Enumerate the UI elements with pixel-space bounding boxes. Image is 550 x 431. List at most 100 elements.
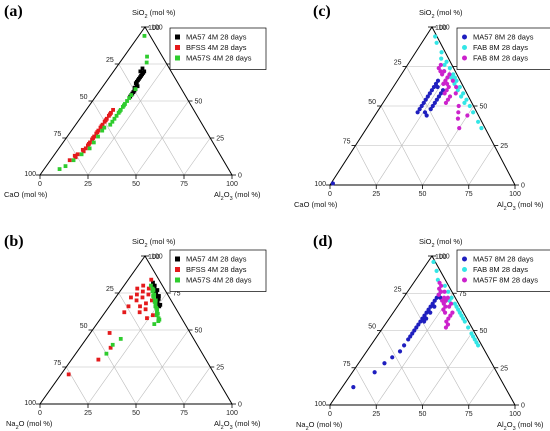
data-point [446,84,451,90]
data-point [418,319,423,324]
tick-label: 25 [84,410,92,417]
data-point [445,75,450,80]
data-point [66,372,71,377]
data-point [72,153,77,158]
axis-label-left: Na2O (mol %) [6,419,53,431]
data-point [476,343,481,348]
axis-label-right-part: (mol %) [516,420,544,429]
data-point [135,292,139,297]
data-point [156,294,161,298]
gridline [118,292,185,405]
data-point [107,331,112,335]
data-point [390,355,395,360]
data-point [436,292,441,297]
axis-label-right-part: (mol %) [233,419,261,428]
data-point [434,40,439,45]
data-point [91,140,96,145]
data-point [424,113,429,118]
gridline [406,293,470,406]
data-point [444,59,449,64]
data-point [417,107,422,112]
data-point [63,164,68,169]
data-point [476,119,481,124]
axis-label-left-part: 2 [16,425,19,431]
gridline [355,367,377,406]
series-0 [330,78,446,186]
data-point [141,283,146,288]
data-point [445,322,451,327]
tick-label: 50 [368,324,376,331]
tick-label: 25 [216,365,224,372]
legend-swatch [462,267,467,272]
data-point [144,60,149,65]
axis-label-top-part: (mol %) [435,237,463,246]
data-point [443,100,449,105]
legend-swatch [175,45,180,50]
axis-label-right-part: O [507,200,513,209]
tick-label: 75 [53,360,61,367]
data-point [80,147,85,152]
data-point [330,181,335,186]
data-point [67,158,72,163]
axis-label-left-part: CaO (mol %) [4,190,48,199]
tick-label: 50 [480,104,488,111]
data-point [158,302,163,307]
data-point [57,167,62,171]
panel-d: (d)10007525255050502575750100100100SiO2 … [296,233,550,431]
data-point [450,78,455,83]
data-point [154,305,159,310]
axis-label-right-part: O [224,190,230,199]
axis-label-left-part: O (mol %) [19,419,53,428]
tick-label: 75 [180,181,188,188]
tick-label: 25 [106,286,114,293]
legend-swatch [462,45,467,50]
axis-label-right-part: O [507,420,513,429]
data-point [425,94,430,99]
data-point [427,91,432,96]
data-point [155,288,160,292]
data-point [443,304,448,309]
tick-label: 100 [151,254,163,261]
data-point [412,328,417,333]
data-point [449,295,454,300]
panel-label: (c) [313,3,331,20]
tick-label: 100 [24,400,36,407]
data-point [439,283,444,288]
axis-label-top-part: SiO [419,8,432,17]
axis-label-right-part: 2 [504,426,507,431]
legend-swatch [175,256,180,262]
data-point [108,112,112,117]
data-point [433,81,439,86]
tick-label: 25 [216,136,224,143]
data-point [134,82,139,87]
data-point [447,94,453,99]
data-point [442,289,447,294]
axis-label-top-part: 2 [145,14,148,20]
data-point [432,298,437,303]
legend-entry: MA57S 4M 28 days [186,276,252,285]
data-point [156,297,161,301]
legend-entry: MA57 8M 28 days [473,33,534,42]
gridline [468,145,495,186]
data-point [111,107,115,112]
data-point [455,88,460,93]
data-point [443,78,448,83]
tick-label: 50 [195,99,203,106]
data-point [464,97,469,102]
data-point [406,337,411,342]
data-point [422,110,428,115]
data-point [445,97,451,102]
data-point [422,319,427,324]
data-point [151,280,155,285]
legend-box [169,27,267,70]
panel-a: (a)10007525255050502575750100100100SiO2 … [4,3,267,202]
legend-entry: MA57 4M 28 days [186,33,247,42]
data-point [148,283,153,288]
data-point [459,94,464,99]
data-point [450,310,455,315]
tick-label: 25 [500,143,508,150]
series-2 [436,62,470,131]
data-point [452,75,457,80]
data-point [155,301,160,306]
data-point [440,88,446,93]
